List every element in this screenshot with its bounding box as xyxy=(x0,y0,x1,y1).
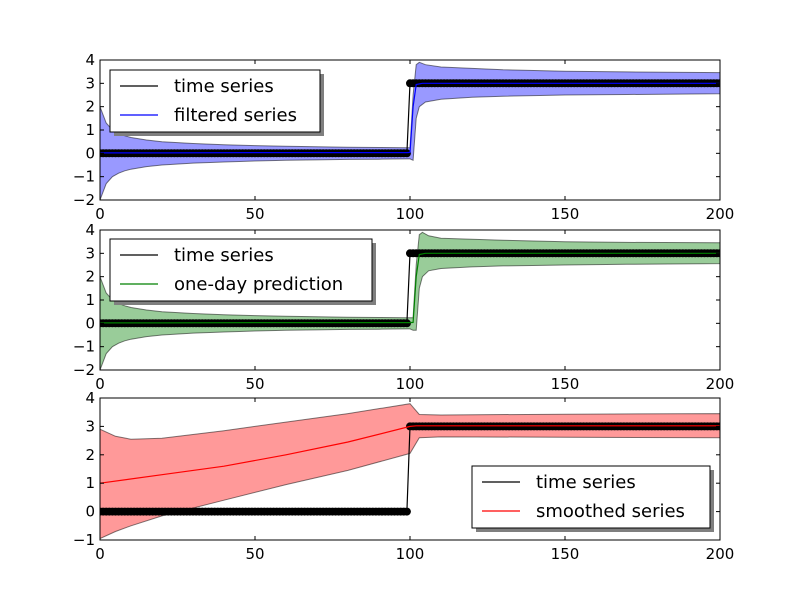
time-series-point xyxy=(402,319,411,328)
x-tick-label: 200 xyxy=(706,375,735,393)
x-tick-label: 100 xyxy=(396,545,425,563)
x-tick-label: 50 xyxy=(245,545,264,563)
y-tick-label: 3 xyxy=(85,74,95,92)
legend-label: time series xyxy=(536,472,636,493)
confidence-band xyxy=(100,231,720,370)
y-tick-label: 4 xyxy=(85,51,95,69)
y-tick-label: 0 xyxy=(85,314,95,332)
time-series-point xyxy=(402,149,411,158)
time-series-point xyxy=(402,507,411,516)
y-tick-label: 4 xyxy=(85,221,95,239)
legend-label: time series xyxy=(174,245,274,266)
x-tick-label: 0 xyxy=(95,375,105,393)
y-tick-label: 4 xyxy=(85,389,95,407)
estimate-line xyxy=(100,82,720,154)
x-tick-label: 100 xyxy=(396,205,425,223)
y-tick-label: 1 xyxy=(85,121,95,139)
x-tick-label: 50 xyxy=(245,375,264,393)
y-tick-label: 1 xyxy=(85,474,95,492)
plot-area xyxy=(100,231,720,370)
y-tick-label: −2 xyxy=(73,191,95,209)
y-tick-label: 1 xyxy=(85,291,95,309)
estimate-line xyxy=(100,425,720,484)
y-tick-label: −1 xyxy=(73,338,95,356)
y-tick-label: −2 xyxy=(73,361,95,379)
x-tick-label: 0 xyxy=(95,205,105,223)
x-tick-label: 100 xyxy=(396,375,425,393)
legend: time series filtered series xyxy=(109,69,324,136)
y-tick-label: −1 xyxy=(73,168,95,186)
legend-label: time series xyxy=(174,76,274,97)
x-tick-label: 200 xyxy=(706,545,735,563)
y-tick-label: 2 xyxy=(85,98,95,116)
legend-box xyxy=(471,465,711,529)
confidence-band xyxy=(100,403,720,540)
y-tick-label: 2 xyxy=(85,268,95,286)
plot-area xyxy=(100,403,720,540)
x-tick-label: 150 xyxy=(551,545,580,563)
y-tick-label: 3 xyxy=(85,417,95,435)
chart-panel-2: 0 50 100 150 200 −2 −1 0 1 2 3 4 time series one-day … xyxy=(73,221,734,393)
y-tick-label: 2 xyxy=(85,446,95,464)
legend-box xyxy=(109,69,321,133)
plot-area xyxy=(100,61,720,200)
legend: time series one-day prediction xyxy=(109,238,376,305)
legend-label: one-day prediction xyxy=(174,274,343,295)
x-tick-label: 150 xyxy=(551,205,580,223)
legend-label: filtered series xyxy=(174,105,297,126)
y-tick-label: 3 xyxy=(85,244,95,262)
y-tick-label: 0 xyxy=(85,503,95,521)
x-tick-label: 200 xyxy=(706,205,735,223)
x-tick-label: 0 xyxy=(95,545,105,563)
legend: time series smoothed series xyxy=(471,465,714,532)
confidence-band xyxy=(100,61,720,200)
y-tick-label: 0 xyxy=(85,144,95,162)
legend-label: smoothed series xyxy=(536,501,685,522)
y-tick-label: −1 xyxy=(73,531,95,549)
legend-box xyxy=(109,238,373,302)
estimate-line xyxy=(100,252,720,324)
x-tick-label: 150 xyxy=(551,375,580,393)
chart-panel-1: 0 50 100 150 200 −2 −1 0 1 2 3 4 time series filtered… xyxy=(73,51,734,223)
x-tick-label: 50 xyxy=(245,205,264,223)
